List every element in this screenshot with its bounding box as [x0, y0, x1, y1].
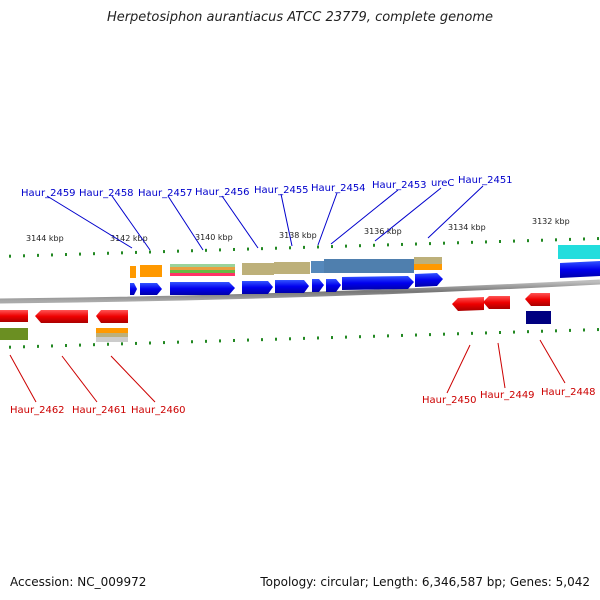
annot-bar — [140, 265, 162, 277]
forward-gene-labels: Haur_2459 Haur_2458 Haur_2457 Haur_2456 Haur… — [21, 175, 513, 199]
leader-line — [46, 195, 133, 249]
gene-arrow[interactable] — [275, 280, 309, 293]
annot-bar — [0, 328, 28, 340]
gene-label[interactable]: Haur_2454 — [311, 183, 366, 194]
kbp-label: 3140 kbp — [195, 233, 233, 242]
gene-arrow[interactable] — [342, 276, 414, 290]
annot-bar — [311, 261, 324, 273]
leader-line — [330, 189, 399, 245]
leader-line — [446, 344, 471, 394]
gene-label[interactable]: Haur_2458 — [79, 188, 134, 199]
annot-bar — [170, 264, 235, 267]
annot-bar — [170, 270, 235, 273]
kbp-label: 3138 kbp — [279, 231, 317, 240]
annot-bar — [170, 273, 235, 276]
leader-line — [427, 185, 484, 239]
gene-arrow[interactable] — [170, 282, 235, 295]
gene-arrow[interactable] — [96, 310, 128, 323]
gene-arrow[interactable] — [312, 279, 324, 292]
gene-label[interactable]: Haur_2455 — [254, 185, 309, 196]
reverse-label-leaders — [9, 339, 566, 403]
gene-label[interactable]: Haur_2459 — [21, 188, 76, 199]
gene-arrow[interactable] — [525, 293, 550, 306]
gene-label-leaders — [46, 185, 484, 251]
kbp-label: 3132 kbp — [532, 217, 570, 226]
gene-label[interactable]: Haur_2450 — [422, 395, 477, 406]
kbp-scale-labels: 3144 kbp 3142 kbp 3140 kbp 3138 kbp 3136 kbp… — [26, 217, 570, 243]
map-title: Herpetosiphon aurantiacus ATCC 23779, co… — [106, 10, 494, 25]
genome-backbone — [0, 279, 600, 304]
gene-label[interactable]: Haur_2449 — [480, 390, 535, 401]
gene-label[interactable]: ureC — [431, 178, 454, 189]
gene-arrow[interactable] — [483, 296, 510, 309]
gene-label[interactable]: Haur_2457 — [138, 188, 193, 199]
annot-bar — [414, 257, 442, 264]
gene-label[interactable]: Haur_2461 — [72, 405, 127, 416]
kbp-label: 3144 kbp — [26, 234, 64, 243]
annot-bar — [324, 259, 414, 273]
annot-bar — [526, 311, 551, 324]
leader-line — [280, 193, 293, 247]
bottom-annotation-bars — [0, 311, 551, 342]
gene-label[interactable]: Haur_2448 — [541, 387, 596, 398]
forward-genes — [130, 261, 600, 295]
gene-arrow[interactable] — [35, 310, 88, 323]
gene-label[interactable]: Haur_2453 — [372, 180, 427, 191]
gene-label[interactable]: Haur_2462 — [10, 405, 65, 416]
reverse-genes — [0, 293, 550, 323]
annot-bar — [96, 328, 128, 333]
annot-bar — [170, 267, 235, 270]
kbp-label: 3136 kbp — [364, 227, 402, 236]
annot-bar — [274, 262, 310, 274]
gene-arrow[interactable] — [452, 297, 484, 311]
kbp-label: 3142 kbp — [110, 234, 148, 243]
leader-line — [111, 195, 151, 251]
annot-bar — [96, 333, 128, 337]
leader-line — [9, 354, 37, 403]
leader-line — [110, 355, 156, 403]
annot-bar — [414, 264, 442, 270]
gene-arrow[interactable] — [415, 273, 443, 287]
gene-arrow[interactable] — [242, 281, 273, 294]
gene-arrow[interactable] — [560, 261, 600, 278]
gene-label[interactable]: Haur_2456 — [195, 187, 250, 198]
gene-arrow[interactable] — [130, 283, 137, 295]
leader-line — [317, 192, 338, 246]
leader-line — [374, 187, 442, 242]
annot-bar — [130, 266, 136, 278]
gene-label[interactable]: Haur_2451 — [458, 175, 513, 186]
gene-label[interactable]: Haur_2460 — [131, 405, 186, 416]
kbp-label: 3134 kbp — [448, 223, 486, 232]
leader-line — [539, 339, 566, 384]
accession-text: Accession: NC_009972 — [10, 575, 147, 589]
top-annotation-bars — [130, 245, 600, 278]
annot-bar — [96, 337, 128, 342]
annot-bar — [558, 245, 600, 259]
annot-bar — [242, 263, 274, 275]
gene-arrow[interactable] — [0, 310, 28, 322]
leader-line — [61, 355, 98, 403]
gene-arrow[interactable] — [140, 283, 162, 295]
gene-arrow[interactable] — [326, 279, 341, 292]
top-tick-track — [9, 237, 599, 258]
bottom-tick-track — [9, 328, 599, 349]
leader-line — [497, 342, 506, 389]
leader-line — [167, 195, 204, 251]
topology-text: Topology: circular; Length: 6,346,587 bp… — [260, 575, 590, 589]
leader-line — [221, 195, 259, 249]
